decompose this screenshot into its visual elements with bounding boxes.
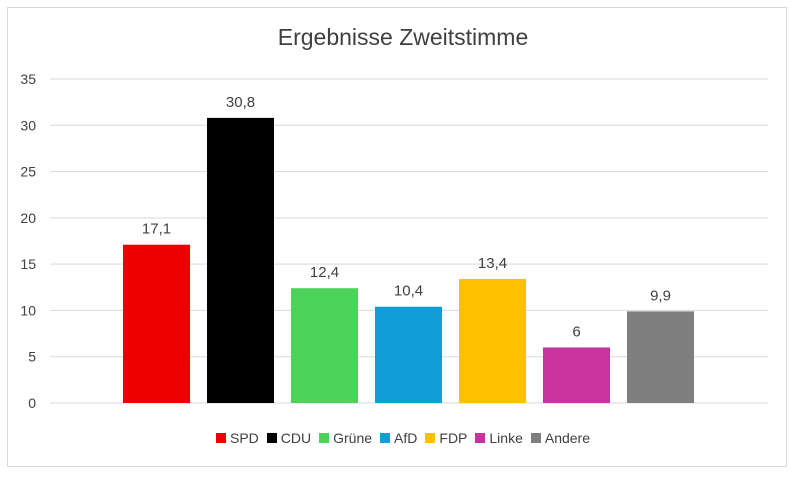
legend-label: FDP: [439, 430, 468, 446]
legend-item-grüne: Grüne: [319, 430, 372, 446]
y-tick-label: 10: [20, 302, 36, 318]
legend-swatch: [215, 433, 226, 443]
bar-spd: [123, 244, 190, 403]
bar-afd: [375, 306, 442, 403]
y-tick-label: 20: [20, 210, 36, 226]
legend-label: Grüne: [333, 430, 373, 446]
legend-label: Andere: [544, 430, 591, 446]
bar-linke: [543, 347, 610, 403]
y-tick-label: 25: [20, 164, 36, 180]
legend-item-andere: Andere: [530, 430, 591, 446]
legend-swatch: [319, 433, 330, 443]
legend-label: SPD: [229, 430, 259, 446]
bar-andere: [627, 311, 694, 403]
legend-item-afd: AfD: [380, 430, 417, 446]
y-tick-label: 0: [28, 395, 36, 411]
y-tick-label: 35: [20, 71, 36, 87]
legend-swatch: [425, 433, 436, 443]
legend-swatch: [475, 433, 486, 443]
bar-cdu: [207, 117, 274, 403]
data-label-afd: 10,4: [394, 283, 423, 300]
data-label-grüne: 12,4: [310, 264, 339, 281]
y-tick-label: 30: [20, 117, 36, 133]
bar-fdp: [459, 278, 526, 403]
legend-swatch: [380, 433, 391, 443]
legend-item-linke: Linke: [475, 430, 523, 446]
data-labels: 17,1 30,8 12,4 10,4 13,4 6 9,9: [142, 94, 671, 341]
legend-item-cdu: CDU: [266, 430, 312, 446]
legend-item-spd: SPD: [215, 430, 259, 446]
legend-swatch: [266, 433, 277, 443]
data-label-fdp: 13,4: [478, 255, 507, 272]
legend-label: AfD: [394, 430, 418, 446]
legend-label: Linke: [489, 430, 523, 446]
legend-item-fdp: FDP: [425, 430, 467, 446]
bars: [123, 117, 694, 403]
bar-grüne: [291, 288, 358, 403]
legend-label: CDU: [280, 430, 312, 446]
chart-title: Ergebnisse Zweitstimme: [277, 24, 529, 50]
data-label-andere: 9,9: [650, 287, 671, 304]
y-axis-ticks: 0 5 10 15 20 25 30 35: [20, 71, 36, 411]
data-label-cdu: 30,8: [226, 94, 255, 111]
y-tick-label: 15: [20, 256, 36, 272]
data-label-linke: 6: [572, 323, 580, 340]
data-label-spd: 17,1: [142, 221, 171, 238]
legend-swatch: [530, 433, 541, 443]
y-tick-label: 5: [28, 349, 36, 365]
legend: SPD CDU Grüne AfD FDP Linke Andere: [0, 430, 806, 446]
